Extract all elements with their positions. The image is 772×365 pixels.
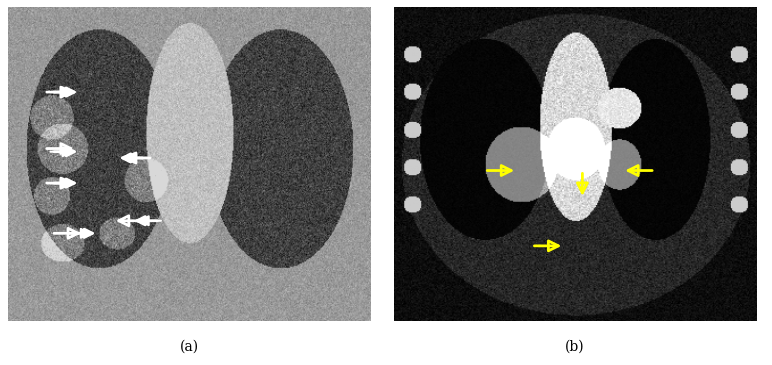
Text: (a): (a) [180, 340, 198, 354]
Text: (b): (b) [565, 340, 585, 354]
